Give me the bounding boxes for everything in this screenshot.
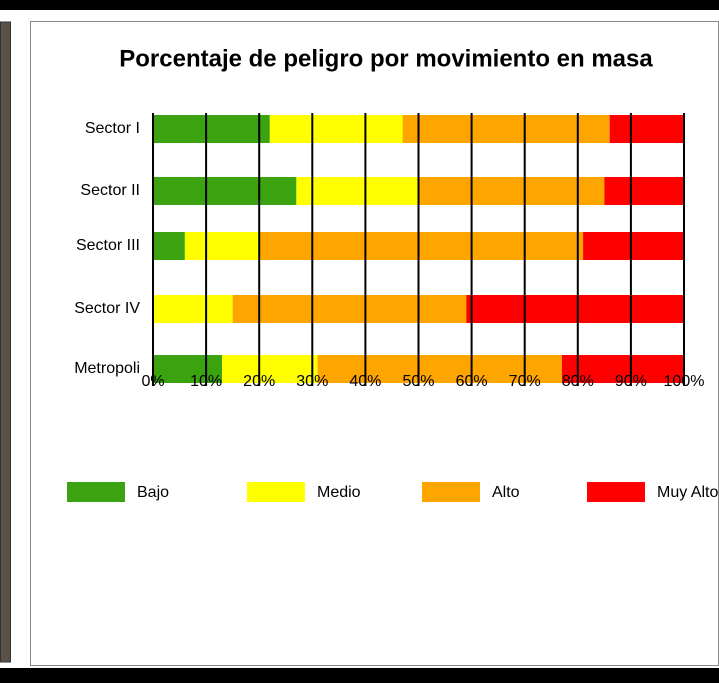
bar-segment: [466, 295, 684, 323]
y-tick-label: Sector I: [85, 120, 140, 137]
bar-segment: [153, 232, 185, 260]
x-tick-label: 40%: [349, 373, 381, 390]
legend-swatch: [247, 482, 305, 502]
x-tick-label: 30%: [296, 373, 328, 390]
x-tick-label: 70%: [509, 373, 541, 390]
y-tick-label: Sector II: [80, 182, 140, 199]
bar-segment: [185, 232, 259, 260]
x-tick-label: 100%: [664, 373, 705, 390]
y-tick-label: Sector IV: [74, 300, 140, 317]
screen: Porcentaje de peligro por movimiento en …: [0, 0, 719, 683]
bar-segment: [153, 177, 296, 205]
legend-label: Medio: [317, 484, 361, 501]
legend-label: Bajo: [137, 484, 169, 501]
x-tick-label: 90%: [615, 373, 647, 390]
x-tick-label: 0%: [141, 373, 164, 390]
bar-segment: [153, 115, 270, 143]
side-photo: [0, 22, 10, 662]
x-tick-label: 60%: [456, 373, 488, 390]
bar-segment: [604, 177, 684, 205]
x-tick-label: 80%: [562, 373, 594, 390]
y-tick-label: Sector III: [76, 237, 140, 254]
x-tick-label: 20%: [243, 373, 275, 390]
page: {"chart_data": {"type": "stacked-barh", …: [0, 0, 719, 683]
bar-segment: [296, 177, 418, 205]
legend-label: Muy Alto: [657, 484, 718, 501]
legend-swatch: [587, 482, 645, 502]
y-tick-label: Metropoli: [74, 360, 140, 377]
bar-segment: [270, 115, 403, 143]
bar-segment: [419, 177, 605, 205]
top-border: [0, 0, 719, 10]
legend-swatch: [67, 482, 125, 502]
bar-segment: [233, 295, 467, 323]
bar-segment: [259, 232, 583, 260]
bar-segment: [583, 232, 684, 260]
legend-swatch: [422, 482, 480, 502]
chart-title: Porcentaje de peligro por movimiento en …: [119, 45, 653, 72]
bottom-border: [0, 668, 719, 683]
bar-segment: [610, 115, 684, 143]
x-tick-label: 10%: [190, 373, 222, 390]
bar-segment: [153, 295, 233, 323]
legend-label: Alto: [492, 484, 520, 501]
x-tick-label: 50%: [402, 373, 434, 390]
